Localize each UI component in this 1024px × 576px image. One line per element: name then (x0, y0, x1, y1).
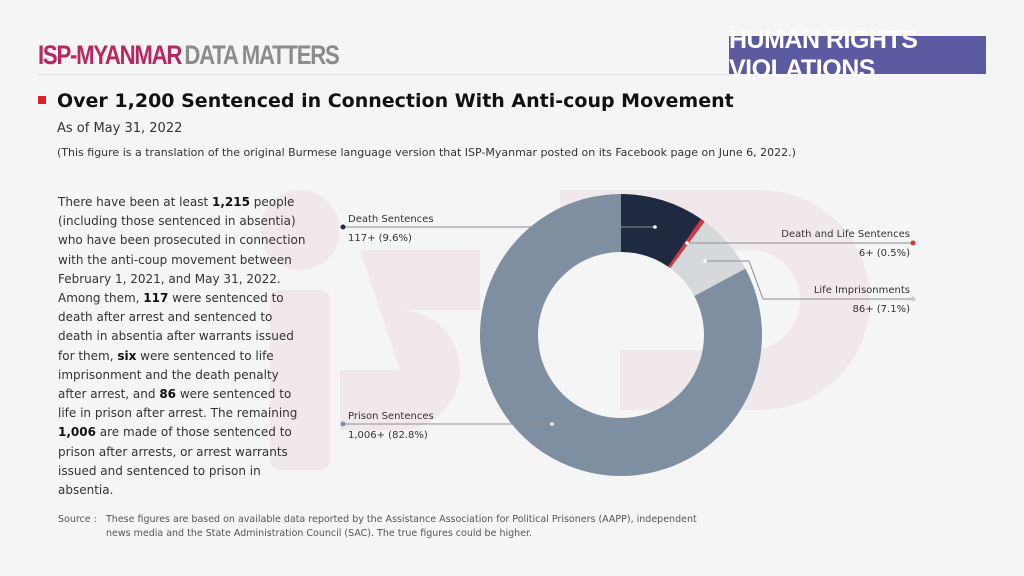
prison-sentences-legend-dot (340, 421, 346, 427)
prison-sentences-label: Prison Sentences (348, 411, 434, 422)
slice-life-imprisonments (670, 221, 746, 296)
prison-sentences-value: 1,006+ (82.8%) (348, 430, 428, 441)
slice-prison-sentences (479, 194, 762, 476)
prison-sentences-anchor-dot (550, 422, 554, 426)
paragraph-text: people (including those sentenced in abs… (58, 195, 306, 306)
translation-note: (This figure is a translation of the ori… (57, 146, 796, 159)
source-label: Source : (58, 514, 97, 525)
highlight-number: 117 (143, 291, 169, 306)
brand-sub: DATA MATTERS (184, 40, 339, 70)
header-divider (38, 74, 728, 75)
brand-main: ISP-MYANMAR (38, 40, 182, 70)
title-bullet-icon (38, 96, 46, 104)
summary-paragraph: There have been at least 1,215 people (i… (58, 193, 308, 500)
life-imprisonments-anchor-dot (703, 259, 707, 263)
highlight-number: 1,215 (211, 195, 250, 209)
death-and-life-sentences-value: 6+ (0.5%) (859, 248, 910, 259)
as-of-date: As of May 31, 2022 (57, 121, 183, 136)
brand-logo: ISP-MYANMAR DATA MATTERS (38, 40, 340, 71)
paragraph-text: were sentenced to life imprisonment and … (58, 348, 279, 402)
life-imprisonments-value: 86+ (7.1%) (853, 304, 911, 315)
source-note: Source : These figures are based on avail… (58, 513, 706, 541)
paragraph-text: There have been at least (58, 195, 212, 209)
life-imprisonments-legend-dot (910, 296, 916, 302)
category-badge: HUMAN RIGHTS VIOLATIONS (729, 26, 986, 83)
highlight-number: 86 (159, 387, 177, 402)
highlight-number: six (117, 348, 137, 363)
paragraph-text: were sentenced to life in prison after a… (58, 387, 298, 421)
highlight-number: 1,006 (58, 425, 96, 440)
slice-death-sentences (621, 194, 702, 267)
death-sentences-label: Death Sentences (348, 214, 434, 225)
page-title: Over 1,200 Sentenced in Connection With … (57, 90, 734, 112)
death-and-life-sentences-label: Death and Life Sentences (781, 229, 910, 240)
life-imprisonments-leader-line (705, 260, 913, 300)
death-sentences-legend-dot (340, 224, 346, 230)
source-text: These figures are based on available dat… (106, 514, 697, 539)
paragraph-text: were sentenced to death after arrest and… (58, 291, 294, 363)
life-imprisonments-label: Life Imprisonments (814, 285, 910, 296)
death-sentences-anchor-dot (653, 225, 657, 229)
death-and-life-sentences-legend-dot (910, 240, 916, 246)
death-and-life-sentences-anchor-dot (685, 241, 689, 245)
death-sentences-value: 117+ (9.6%) (348, 233, 412, 244)
paragraph-text: are made of those sentenced to prison af… (58, 425, 292, 498)
